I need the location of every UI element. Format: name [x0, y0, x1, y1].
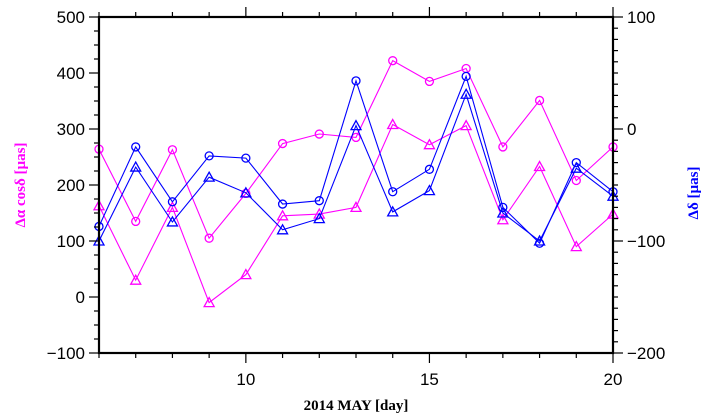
- x-axis-title: 2014 MAY [day]: [304, 398, 409, 414]
- left-tick-label: 400: [57, 64, 85, 83]
- plot-marks: [92, 56, 620, 308]
- data-point-triangle: [129, 160, 142, 172]
- data-point-triangle: [496, 206, 509, 218]
- data-point-triangle: [533, 234, 546, 246]
- data-point-triangle: [460, 87, 473, 99]
- data-point-circle: [277, 199, 288, 209]
- data-point-triangle: [460, 119, 473, 131]
- left-axis-title: Δα cosδ [µas]: [13, 142, 29, 227]
- data-point-triangle: [423, 184, 436, 196]
- data-point-triangle: [276, 209, 289, 221]
- data-point-triangle: [349, 201, 363, 213]
- data-point-triangle: [423, 138, 436, 150]
- data-point-triangle: [313, 212, 326, 224]
- data-point-circle: [351, 76, 361, 86]
- data-point-triangle: [129, 273, 142, 285]
- data-point-triangle: [496, 213, 509, 225]
- data-point-circle: [351, 132, 361, 143]
- data-point-triangle: [166, 201, 179, 213]
- x-tick-label: 15: [420, 370, 439, 389]
- left-tick-label: 500: [57, 8, 85, 27]
- plot-frame: [97, 15, 615, 355]
- data-point-circle: [424, 164, 435, 174]
- right-tick-label: −100: [627, 232, 665, 251]
- data-point-triangle: [276, 223, 289, 235]
- data-point-triangle: [203, 170, 216, 182]
- data-point-triangle: [570, 161, 583, 173]
- data-point-triangle: [166, 215, 179, 227]
- data-point-circle: [424, 76, 435, 87]
- right-tick-label: 100: [627, 8, 655, 27]
- data-point-triangle: [349, 119, 363, 131]
- data-point-circle: [314, 129, 324, 139]
- data-point-circle: [204, 233, 214, 243]
- x-tick-label: 10: [236, 370, 255, 389]
- data-point-circle: [498, 142, 508, 152]
- data-point-circle: [204, 151, 214, 161]
- right-tick-label: 0: [627, 120, 636, 139]
- data-point-triangle: [203, 296, 216, 308]
- data-point-circle: [131, 142, 141, 152]
- data-point-triangle: [386, 118, 399, 130]
- left-tick-label: 300: [57, 120, 85, 139]
- data-point-circle: [388, 187, 398, 197]
- data-point-circle: [571, 175, 581, 186]
- x-tick-label: 20: [604, 370, 623, 389]
- left-tick-label: 100: [57, 232, 85, 251]
- data-point-circle: [388, 56, 398, 66]
- data-point-triangle: [386, 205, 399, 217]
- series-line-4: [98, 92, 614, 242]
- left-tick-label: −100: [47, 344, 85, 363]
- series-line-2: [98, 123, 614, 304]
- series-line-1: [98, 59, 614, 240]
- axes: 10 15 20 −100 0 100 200 300 400 500 −200 −100 0 100: [47, 7, 665, 389]
- data-point-circle: [277, 138, 288, 149]
- right-axis-title: Δδ [µas]: [686, 167, 702, 220]
- data-point-circle: [167, 145, 178, 155]
- data-point-circle: [571, 157, 581, 168]
- data-point-triangle: [533, 160, 546, 172]
- data-point-circle: [131, 216, 141, 227]
- data-point-circle: [241, 153, 251, 163]
- data-point-triangle: [239, 186, 252, 198]
- data-point-circle: [314, 196, 324, 206]
- data-point-triangle: [239, 268, 252, 280]
- right-tick-label: −200: [627, 344, 665, 363]
- data-point-circle: [534, 95, 545, 106]
- left-tick-label: 0: [76, 288, 85, 307]
- data-point-circle: [167, 197, 178, 207]
- left-tick-label: 200: [57, 176, 85, 195]
- data-point-triangle: [570, 240, 583, 252]
- data-point-circle: [461, 71, 471, 82]
